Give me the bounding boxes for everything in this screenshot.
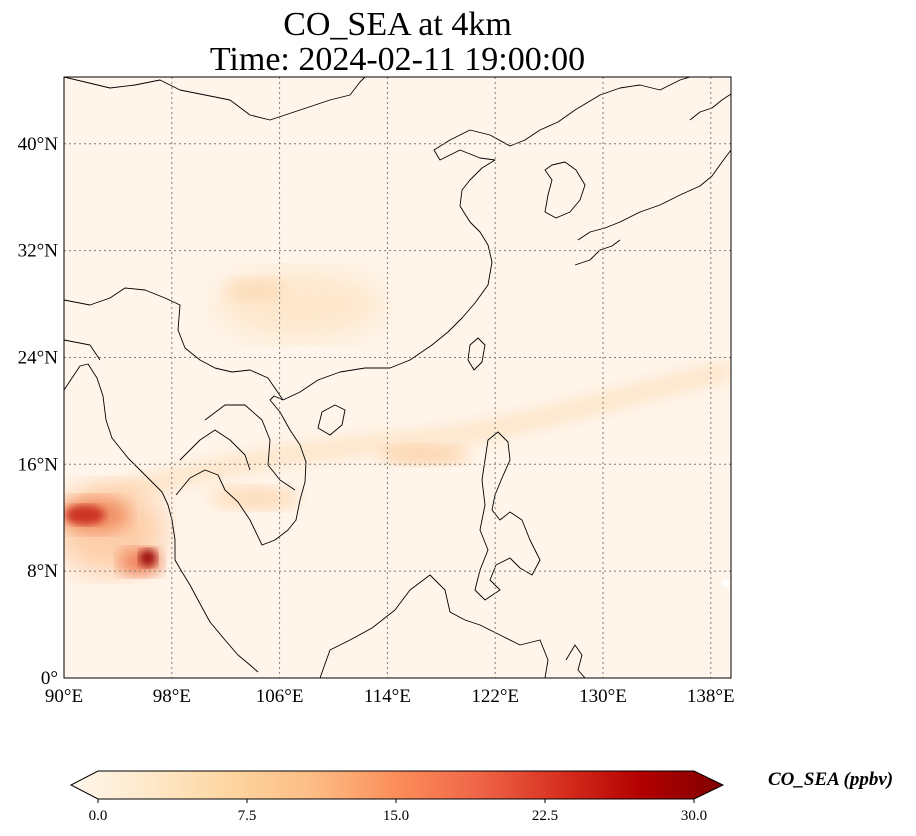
plume-central-china-core	[225, 278, 285, 302]
hotspot-south	[139, 549, 157, 567]
hotspot-west	[65, 505, 105, 525]
coast-japan-honshu	[577, 149, 731, 241]
coast-korea-peninsula	[544, 161, 586, 219]
coast-taiwan	[467, 337, 486, 371]
x-axis-ticks: 90°E 98°E 106°E 114°E 122°E 130°E 138°E	[45, 686, 735, 707]
colorbar-label: CO_SEA (ppbv)	[768, 769, 894, 790]
y-tick-label: 16°N	[18, 454, 59, 475]
plot-timestamp: Time: 2024-02-11 19:00:00	[209, 41, 586, 78]
map-frame	[63, 76, 732, 679]
colorbar-tick-label: 0.0	[89, 808, 108, 824]
y-axis-ticks: 0° 8°N 16°N 24°N 32°N 40°N	[18, 134, 59, 689]
colorbar-tick-label: 7.5	[238, 808, 257, 824]
x-tick-label: 90°E	[45, 686, 83, 707]
coast-myanmar-malaya	[64, 363, 259, 673]
coast-philippines	[474, 431, 541, 601]
x-tick-label: 138°E	[687, 686, 735, 707]
plume-luzon-strait	[380, 445, 470, 465]
plume-indochina	[210, 486, 300, 510]
border-mongolia	[64, 77, 366, 121]
coastlines	[64, 77, 731, 678]
coast-indochina	[175, 395, 307, 546]
coast-sulawesi	[565, 644, 586, 678]
coast-borneo	[319, 574, 549, 678]
y-tick-label: 24°N	[18, 347, 59, 368]
border-china-south	[64, 287, 284, 401]
map-background	[64, 77, 731, 678]
y-tick-label: 32°N	[18, 241, 59, 262]
x-tick-label: 114°E	[364, 686, 411, 707]
coast-china-korea	[282, 77, 691, 401]
x-tick-label: 130°E	[579, 686, 627, 707]
colorbar-tick-label: 30.0	[681, 808, 707, 824]
border-india	[64, 339, 101, 361]
x-tick-label: 122°E	[471, 686, 519, 707]
x-tick-label: 106°E	[256, 686, 304, 707]
coast-japan-kyushu	[574, 239, 621, 266]
concentration-field	[64, 270, 731, 587]
missing-data-patch	[722, 579, 730, 587]
colorbar: 0.0 7.5 15.0 22.5 30.0	[69, 770, 725, 824]
border-laos-vietnam	[204, 404, 296, 491]
colorbar-tick-label: 15.0	[383, 808, 409, 824]
y-tick-label: 0°	[41, 668, 58, 689]
border-thailand-laos	[179, 429, 251, 471]
plot-title: CO_SEA at 4km	[283, 6, 512, 43]
plume-band-south-china-sea	[64, 361, 731, 519]
y-tick-label: 40°N	[18, 134, 59, 155]
colorbar-ticks: 0.0 7.5 15.0 22.5 30.0	[89, 799, 707, 824]
coast-hokkaido	[689, 93, 731, 121]
gridlines	[64, 77, 731, 678]
colorbar-tick-label: 22.5	[532, 808, 558, 824]
coast-hainan	[317, 404, 346, 436]
x-tick-label: 98°E	[153, 686, 191, 707]
y-tick-label: 8°N	[27, 561, 58, 582]
colorbar-body	[69, 770, 725, 800]
